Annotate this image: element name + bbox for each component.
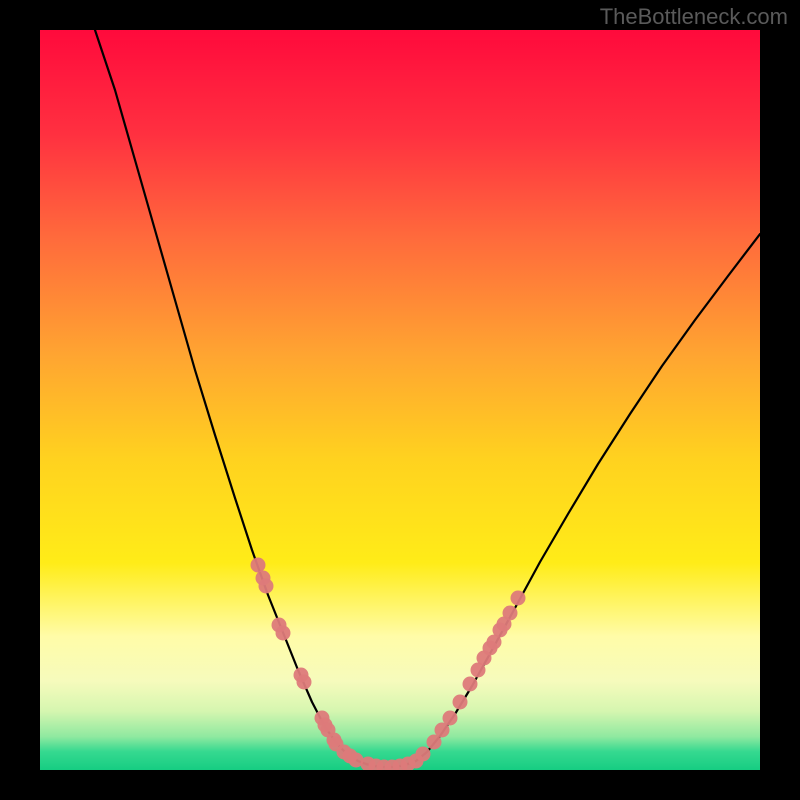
scatter-group (251, 558, 526, 771)
watermark-text: TheBottleneck.com (600, 4, 788, 30)
chart-svg (40, 30, 760, 770)
scatter-point (259, 579, 274, 594)
scatter-point (416, 747, 431, 762)
scatter-point (443, 711, 458, 726)
scatter-point (453, 695, 468, 710)
scatter-point (463, 677, 478, 692)
scatter-point (297, 675, 312, 690)
scatter-point (511, 591, 526, 606)
bottleneck-curve (95, 30, 760, 767)
bottleneck-chart (40, 30, 760, 770)
scatter-point (497, 617, 512, 632)
scatter-point (276, 626, 291, 641)
scatter-point (251, 558, 266, 573)
scatter-point (487, 635, 502, 650)
